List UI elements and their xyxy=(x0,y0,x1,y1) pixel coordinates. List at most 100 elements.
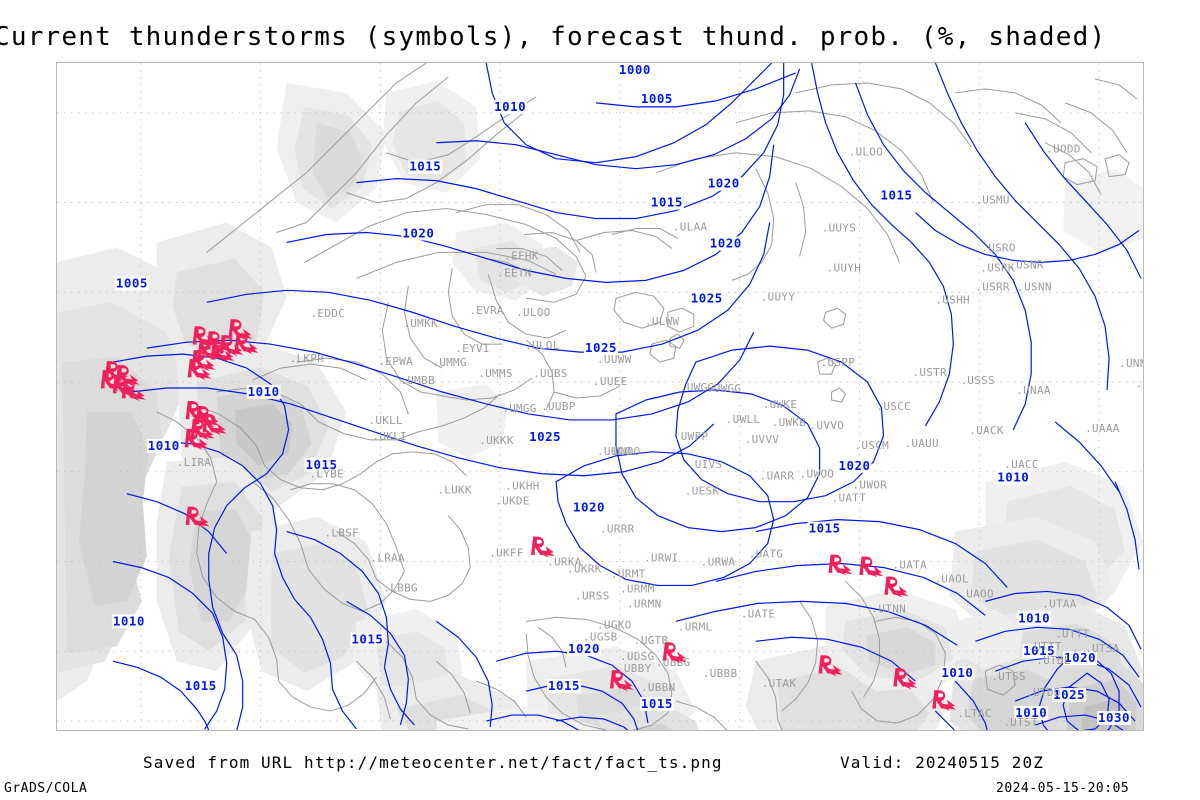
isobar-label: 1020 xyxy=(568,641,600,656)
station-label: .ULWW xyxy=(645,315,680,328)
isobar-label-backdrop xyxy=(584,341,618,356)
isobar-label: 1020 xyxy=(573,500,605,515)
isobar-label: 1015 xyxy=(409,159,441,174)
isobar-label: 1015 xyxy=(548,678,580,693)
isobar-label-backdrop xyxy=(1022,644,1057,659)
station-label: .EVRA xyxy=(469,304,504,317)
station-label: .UUYH xyxy=(827,261,862,274)
station-label: .UMMS xyxy=(478,367,513,380)
station-label: .UWLL xyxy=(726,413,761,426)
isobar-label-layer: 1000 1005 1010 1015 1020 1015 1020 1020 1015 1025… xyxy=(111,63,1132,726)
coastline-layer xyxy=(156,63,1138,730)
station-label: .ULOO xyxy=(849,146,884,159)
station-label: .UACK xyxy=(969,424,1004,437)
isobar-label-backdrop xyxy=(1052,688,1087,703)
station-label: .LUKK xyxy=(437,484,472,497)
station-label: .UUYY xyxy=(761,290,796,303)
station-label: .UGTB xyxy=(634,634,669,647)
station-label: .UTDD xyxy=(1026,686,1061,699)
isobar-label-backdrop xyxy=(146,438,181,453)
isobar-label-backdrop xyxy=(617,63,652,77)
isobar-label: 1015 xyxy=(185,678,217,693)
isobar-label: 1005 xyxy=(641,91,673,106)
station-label: .UARR xyxy=(760,470,795,483)
isobar-label: 1010 xyxy=(248,384,280,399)
station-label: .UTTT xyxy=(1027,640,1062,653)
isobar-label-backdrop xyxy=(706,176,741,191)
station-label: .UBBY xyxy=(617,662,652,675)
page-title: Current thunderstorms (symbols), forecas… xyxy=(0,22,1107,52)
station-label: .UDSG xyxy=(620,650,655,663)
isobar-label: 1015 xyxy=(880,188,912,203)
isobar-label-backdrop xyxy=(807,521,842,536)
station-label: .EFHK xyxy=(504,249,539,262)
station-label: .UKLL xyxy=(368,414,403,427)
isobar-label-backdrop xyxy=(493,99,528,114)
station-label: .UGSB xyxy=(583,630,618,643)
station-label: .UKRK xyxy=(567,562,602,575)
isobar-label-backdrop xyxy=(1097,711,1132,726)
station-label: .UGKO xyxy=(597,618,632,631)
station-label: .UNNT xyxy=(1119,357,1143,370)
station-label: .UTSA xyxy=(1085,642,1120,655)
station-label: .UAUU xyxy=(904,437,939,450)
station-label: .UKKK xyxy=(479,434,514,447)
isobar-label-backdrop xyxy=(940,666,975,681)
isobar-label-backdrop xyxy=(304,457,339,472)
station-label: .UWPP xyxy=(674,430,709,443)
isobar-label: 1025 xyxy=(529,429,561,444)
isobar-label: 1010 xyxy=(997,470,1029,485)
station-label: .LRAA xyxy=(370,552,405,565)
isobar-label: 1020 xyxy=(1064,650,1096,665)
isobar-label-backdrop xyxy=(689,291,724,306)
isobar-label: 1015 xyxy=(351,631,383,646)
station-label: .UESK xyxy=(685,485,720,498)
station-label-layer: .EFHK .EETN .ULAA .ULOO .EVRA .UMKK .EYVI .ULOL… xyxy=(177,143,1143,729)
isobar-label: 1010 xyxy=(113,613,145,628)
station-label: .UUEE xyxy=(593,375,628,388)
isobar-label: 1010 xyxy=(494,99,526,114)
station-label: .UWKB xyxy=(772,416,807,429)
isobar-label-backdrop xyxy=(350,632,385,647)
station-label: .USMU xyxy=(975,194,1010,207)
station-label: .UNAA xyxy=(1016,384,1051,397)
map-canvas[interactable]: 1000 1005 1010 1015 1020 1015 1020 1020 1015 1025… xyxy=(57,63,1143,730)
grads-credit: GrADS/COLA xyxy=(4,781,88,796)
isobar-layer xyxy=(112,63,1142,730)
isobar-label-backdrop xyxy=(996,470,1031,485)
station-label: .URMM xyxy=(620,582,655,595)
isobar-label-backdrop xyxy=(639,91,674,106)
station-label: .UUOO xyxy=(597,445,632,458)
station-label: .USCC xyxy=(876,400,911,413)
isobar-label-backdrop xyxy=(572,500,606,515)
map-panel[interactable]: 1000 1005 1010 1015 1020 1015 1020 1020 1015 1025… xyxy=(56,62,1144,731)
station-label: .UATE xyxy=(741,607,776,620)
station-label: .UWOR xyxy=(853,479,888,492)
station-label: .UMMG xyxy=(432,356,467,369)
station-label: .USRK xyxy=(980,261,1015,274)
station-label: .LBBG xyxy=(383,581,418,594)
station-label: .UIVS xyxy=(688,458,723,471)
station-label: .UTDL xyxy=(1036,654,1071,667)
station-label: .EDDC xyxy=(311,307,346,320)
isobar-label: 1015 xyxy=(809,521,841,536)
station-label: .UWGG xyxy=(680,381,715,394)
station-label: .UWGG xyxy=(707,382,742,395)
isobar-label-backdrop xyxy=(567,642,601,657)
station-label: .UAOL xyxy=(934,572,969,585)
station-label: .UMKK xyxy=(403,317,438,330)
station-label: .ULAA xyxy=(673,221,708,234)
isobar-label: 1015 xyxy=(1023,643,1055,658)
isobar-label-backdrop xyxy=(246,385,281,399)
station-label: .URMN xyxy=(627,597,662,610)
isobar-label: 1030 xyxy=(1098,710,1130,725)
isobar-label-backdrop xyxy=(408,159,443,174)
station-label: .USNN xyxy=(1017,280,1052,293)
station-label: .LYBE xyxy=(310,468,345,481)
station-label: .UTAA xyxy=(1042,597,1077,610)
isobar-label: 1020 xyxy=(839,458,871,473)
isobar-label: 1010 xyxy=(148,438,180,453)
station-label: .UTAK xyxy=(762,677,797,690)
station-label: .LKPR xyxy=(290,352,325,365)
station-label: .UWKE xyxy=(763,398,798,411)
